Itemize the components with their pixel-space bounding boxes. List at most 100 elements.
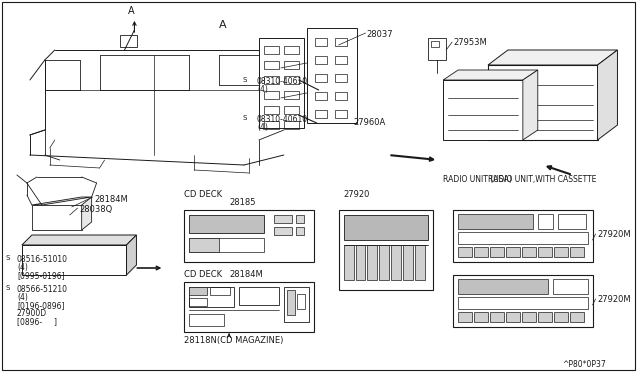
Bar <box>538 312 552 322</box>
Text: 27920M: 27920M <box>598 230 631 239</box>
Text: 08566-51210: 08566-51210 <box>17 285 68 294</box>
Bar <box>553 279 588 294</box>
Bar <box>284 106 299 114</box>
Bar <box>506 247 520 257</box>
Bar <box>522 247 536 257</box>
Polygon shape <box>598 50 618 140</box>
Bar <box>284 76 299 84</box>
Text: (4): (4) <box>17 263 28 272</box>
Polygon shape <box>82 197 92 230</box>
Bar <box>490 247 504 257</box>
Bar <box>264 106 279 114</box>
Bar <box>490 312 504 322</box>
Text: 27953M: 27953M <box>453 38 487 47</box>
Bar <box>458 214 533 229</box>
Polygon shape <box>30 50 284 165</box>
Bar <box>189 298 207 306</box>
Bar <box>120 35 138 47</box>
Polygon shape <box>32 205 82 230</box>
Bar <box>287 290 295 315</box>
Bar <box>274 215 292 223</box>
Text: 28184M: 28184M <box>95 195 129 204</box>
Bar <box>554 247 568 257</box>
Text: S: S <box>243 77 247 83</box>
Bar <box>344 215 428 240</box>
Bar <box>488 65 598 140</box>
Bar <box>335 74 347 82</box>
Bar <box>380 245 389 280</box>
Text: (4): (4) <box>17 293 28 302</box>
Bar <box>189 238 219 252</box>
Bar <box>335 38 347 46</box>
Bar <box>344 245 353 280</box>
Bar <box>474 247 488 257</box>
Bar <box>538 214 553 229</box>
Text: ^P80*0P37: ^P80*0P37 <box>563 360 607 369</box>
Text: 28184M: 28184M <box>229 270 263 279</box>
Bar <box>428 38 446 60</box>
Bar <box>458 279 548 294</box>
Text: RADIO UNIT,WITH CASSETTE: RADIO UNIT,WITH CASSETTE <box>488 175 596 184</box>
Text: 27960A: 27960A <box>353 118 386 127</box>
Bar <box>506 312 520 322</box>
Text: (4): (4) <box>257 123 268 132</box>
Bar <box>557 214 586 229</box>
Text: [0995-0196]: [0995-0196] <box>17 271 65 280</box>
Bar <box>274 227 292 235</box>
Bar <box>189 287 234 307</box>
Text: S: S <box>243 115 247 121</box>
Text: 28185: 28185 <box>229 198 255 207</box>
Text: 27920: 27920 <box>344 190 370 199</box>
Bar <box>296 215 304 223</box>
Text: 28038Q: 28038Q <box>79 205 113 214</box>
Bar <box>335 56 347 64</box>
Bar <box>431 41 439 47</box>
Text: CD DECK: CD DECK <box>184 190 222 199</box>
Bar <box>284 91 299 99</box>
Bar <box>22 245 127 275</box>
Text: [0196-0896]: [0196-0896] <box>17 301 65 310</box>
Bar <box>284 121 299 129</box>
Bar <box>415 245 425 280</box>
Bar <box>453 210 593 262</box>
Bar <box>284 46 299 54</box>
Bar <box>443 80 523 140</box>
Bar <box>189 314 224 326</box>
Text: 08310-40610: 08310-40610 <box>257 77 308 86</box>
Bar <box>392 245 401 280</box>
Bar <box>307 28 356 123</box>
Bar <box>315 38 326 46</box>
Bar <box>453 275 593 327</box>
Bar <box>315 56 326 64</box>
Text: 28118N(CD MAGAZINE): 28118N(CD MAGAZINE) <box>184 336 284 345</box>
Polygon shape <box>488 50 618 65</box>
Bar <box>189 215 264 233</box>
Text: 08310-40610: 08310-40610 <box>257 115 308 124</box>
Bar <box>264 76 279 84</box>
Text: A: A <box>219 20 227 30</box>
Bar <box>264 46 279 54</box>
Text: 27900D: 27900D <box>17 309 47 318</box>
Bar <box>458 247 472 257</box>
Bar <box>184 282 314 332</box>
Bar <box>458 297 588 309</box>
Bar <box>458 232 588 244</box>
Bar <box>189 238 264 252</box>
Bar <box>184 210 314 262</box>
Bar <box>356 245 365 280</box>
Bar <box>554 312 568 322</box>
Bar <box>189 287 207 295</box>
Bar <box>570 312 584 322</box>
Bar <box>538 247 552 257</box>
Bar <box>239 287 279 305</box>
Bar <box>335 110 347 118</box>
Text: S: S <box>6 255 10 261</box>
Bar <box>296 227 304 235</box>
Bar <box>210 287 230 295</box>
Text: A: A <box>127 6 134 16</box>
Bar <box>315 92 326 100</box>
Bar <box>284 287 308 322</box>
Bar <box>367 245 378 280</box>
Bar <box>315 110 326 118</box>
Polygon shape <box>127 235 136 275</box>
